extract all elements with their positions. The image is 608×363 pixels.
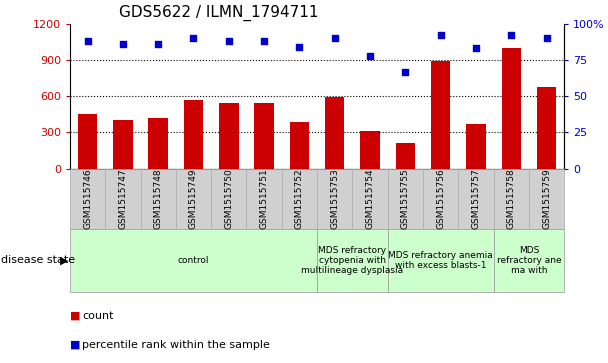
Text: GSM1515748: GSM1515748 [154,168,163,229]
Point [365,53,375,58]
Point [294,44,304,50]
Text: ■: ■ [70,311,80,321]
Text: MDS refractory anemia
with excess blasts-1: MDS refractory anemia with excess blasts… [389,251,493,270]
Bar [502,48,521,169]
Point [188,35,198,41]
Bar [431,61,451,169]
Text: GSM1515758: GSM1515758 [506,168,516,229]
Point [542,35,551,41]
Bar [325,97,345,169]
Text: GSM1515752: GSM1515752 [295,168,304,229]
Bar [148,118,168,169]
Bar [113,121,133,169]
Point [401,69,410,74]
Text: GSM1515756: GSM1515756 [436,168,445,229]
Point [259,38,269,44]
Point [506,32,516,38]
Point [436,32,446,38]
Text: ■: ■ [70,340,80,350]
Text: disease state: disease state [1,256,75,265]
Point [330,35,340,41]
Bar [219,103,238,169]
Bar [537,86,556,169]
Text: percentile rank within the sample: percentile rank within the sample [82,340,270,350]
Text: GDS5622 / ILMN_1794711: GDS5622 / ILMN_1794711 [119,5,319,21]
Text: GSM1515757: GSM1515757 [471,168,480,229]
Text: count: count [82,311,114,321]
Text: GSM1515746: GSM1515746 [83,168,92,229]
Bar [184,100,203,169]
Point [83,38,92,44]
Text: GSM1515754: GSM1515754 [365,168,375,229]
Text: MDS refractory
cytopenia with
multilineage dysplasia: MDS refractory cytopenia with multilinea… [302,245,404,276]
Bar [361,131,380,169]
Point [153,41,163,47]
Bar [466,124,486,169]
Text: GSM1515753: GSM1515753 [330,168,339,229]
Bar [289,122,309,169]
Bar [254,103,274,169]
Point [224,38,233,44]
Text: GSM1515750: GSM1515750 [224,168,233,229]
Text: GSM1515759: GSM1515759 [542,168,551,229]
Text: MDS
refractory ane
ma with: MDS refractory ane ma with [497,245,561,276]
Point [118,41,128,47]
Text: GSM1515751: GSM1515751 [260,168,269,229]
Text: GSM1515747: GSM1515747 [119,168,128,229]
Text: ▶: ▶ [60,256,68,265]
Text: GSM1515749: GSM1515749 [189,168,198,229]
Bar [78,114,97,169]
Text: control: control [178,256,209,265]
Text: GSM1515755: GSM1515755 [401,168,410,229]
Bar [396,143,415,169]
Point [471,45,481,51]
